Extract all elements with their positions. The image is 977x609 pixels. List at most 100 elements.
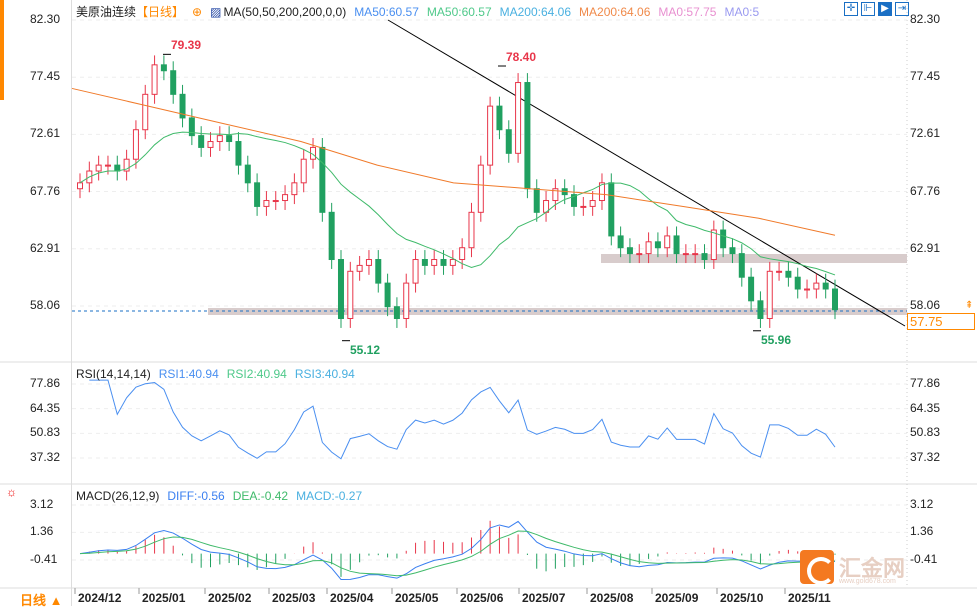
- candle: [692, 253, 699, 256]
- crosshair-icon[interactable]: ✛: [844, 2, 858, 16]
- candle: [375, 259, 382, 284]
- rsi-line: [89, 379, 836, 460]
- candle: [496, 105, 503, 131]
- period-tag: 【日线】: [136, 5, 185, 19]
- date-label: 2025/09: [655, 591, 699, 605]
- rsi-tick-left: 37.32: [30, 450, 61, 464]
- macd-tick-right: -0.41: [910, 552, 938, 566]
- candle: [132, 129, 139, 160]
- candle: [170, 70, 177, 95]
- legend-value: DIFF:-0.56: [167, 489, 225, 503]
- macd-dea-line: [79, 530, 836, 577]
- legend-value: MACD:-0.27: [296, 489, 363, 503]
- price-tick-left: 72.61: [30, 126, 61, 141]
- legend-value: MA200:64.06: [579, 5, 651, 19]
- macd-legend: MACD(26,12,9) DIFF:-0.56 DEA:-0.42 MACD:-0.…: [76, 489, 378, 503]
- candle: [95, 164, 102, 172]
- watermark-url: www.gold678.com: [839, 578, 896, 585]
- indicator-icon[interactable]: ▨: [210, 5, 222, 19]
- watermark-text: 汇金网: [839, 556, 906, 581]
- legend-value: MA0:5: [724, 5, 760, 19]
- price-tick-right: 82.30: [910, 12, 941, 26]
- candle: [636, 253, 643, 256]
- legend-value: MA50:60.57: [426, 5, 492, 19]
- candle: [505, 129, 512, 154]
- price-tick-right: 67.76: [910, 183, 941, 198]
- candle: [729, 247, 736, 255]
- period-button[interactable]: 日线 ▲: [20, 593, 63, 608]
- candle: [804, 288, 811, 291]
- toolbar: ✛ ⊩ ▶ ⇥: [844, 2, 909, 16]
- add-icon[interactable]: ⊕: [192, 5, 203, 19]
- rsi-tick-left: 77.86: [30, 376, 61, 390]
- candle: [226, 135, 233, 143]
- price-tick-left: 62.91: [30, 240, 61, 255]
- candle: [114, 164, 121, 172]
- candle: [356, 264, 363, 272]
- candle: [254, 182, 261, 207]
- candle: [459, 247, 466, 261]
- candle: [794, 276, 801, 290]
- ma50-line: [79, 131, 836, 276]
- price-tick-right: 58.06: [910, 298, 941, 312]
- date-label: 2025/01: [142, 591, 186, 605]
- play-icon[interactable]: ▶: [878, 2, 892, 16]
- rsi-tick-left: 64.35: [30, 400, 61, 415]
- main-legend: 美原油连续【日线】 ⊕ ▨ MA(50,50,200,200,0,0) MA50:60.…: [76, 3, 775, 20]
- price-tick-right: 62.91: [910, 240, 941, 255]
- candle: [822, 282, 829, 290]
- candle: [77, 182, 83, 190]
- zoom-range-icon[interactable]: ⊩: [861, 2, 875, 16]
- price-tick-left: 77.45: [30, 69, 61, 84]
- candle: [216, 135, 223, 143]
- candle: [449, 259, 456, 266]
- candle: [682, 253, 689, 256]
- candle: [272, 200, 279, 203]
- candle: [328, 211, 335, 261]
- candle: [524, 82, 531, 190]
- support-band: [208, 308, 907, 315]
- candle: [188, 117, 195, 137]
- rsi-tick-right: 64.35: [910, 400, 941, 415]
- price-tick-left: 58.06: [30, 298, 61, 312]
- candle: [832, 288, 838, 311]
- rsi-tick-right: 50.83: [910, 425, 941, 440]
- candle: [412, 259, 419, 284]
- candle: [421, 259, 428, 266]
- macd-tick-left: 1.36: [30, 524, 54, 539]
- indicator-name: MA(50,50,200,200,0,0): [223, 5, 347, 19]
- candle: [748, 276, 755, 302]
- candle: [776, 270, 783, 273]
- candle: [179, 93, 186, 119]
- candle: [440, 259, 447, 266]
- candle: [598, 182, 605, 202]
- exit-icon[interactable]: ⇥: [895, 2, 909, 16]
- left-axis-panel: [0, 0, 72, 606]
- candle: [710, 229, 717, 261]
- candle: [384, 282, 391, 308]
- price-tick-right: 77.45: [910, 69, 941, 84]
- settings-sun-icon[interactable]: ☼: [6, 485, 17, 499]
- extreme-label: 78.40: [506, 50, 537, 64]
- candle: [403, 282, 410, 320]
- legend-value: MA50:60.57: [354, 5, 419, 19]
- candle: [244, 164, 251, 184]
- legend-value: DEA:-0.42: [232, 489, 289, 503]
- scroll-up-icon[interactable]: ⇞: [965, 300, 974, 311]
- candle: [235, 141, 242, 166]
- candle: [785, 270, 792, 278]
- candle: [701, 253, 708, 261]
- candle: [477, 164, 484, 213]
- date-label: 2025/10: [720, 591, 764, 605]
- candle: [282, 194, 289, 202]
- date-label: 2025/03: [272, 591, 316, 605]
- resistance-band: [601, 254, 907, 263]
- candle: [608, 182, 615, 237]
- candle: [104, 164, 111, 167]
- macd-tick-left: -0.41: [30, 552, 58, 566]
- candle: [571, 194, 578, 207]
- rsi-title: RSI(14,14,14): [76, 367, 151, 381]
- date-label: 2025/08: [590, 591, 634, 605]
- ma200-line: [71, 87, 836, 236]
